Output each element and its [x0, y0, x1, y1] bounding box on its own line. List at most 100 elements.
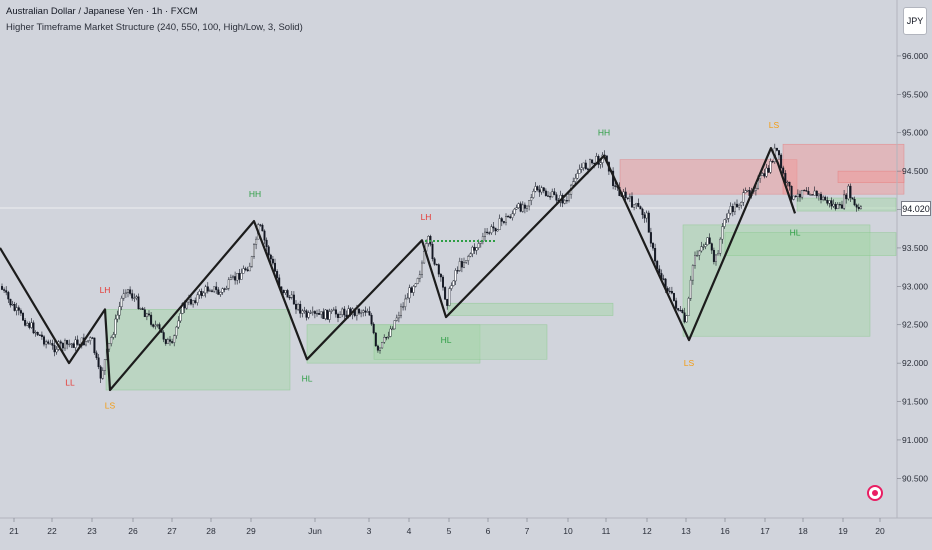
candle-body: [513, 208, 516, 215]
candle-body: [267, 246, 270, 256]
candle-body: [387, 336, 390, 338]
candle-body: [475, 247, 478, 251]
zone-bull: [724, 232, 897, 256]
candle-body: [843, 194, 846, 209]
candle-body: [129, 289, 132, 294]
candle-body: [322, 311, 325, 319]
zone-bear: [782, 143, 905, 195]
candle-body: [725, 218, 728, 221]
candle-body: [187, 299, 190, 303]
candle-body: [635, 203, 638, 206]
candle-body: [223, 288, 226, 290]
candle-body: [652, 243, 655, 249]
candle-body: [662, 278, 665, 280]
candle-body: [13, 304, 16, 311]
candle-body: [452, 280, 455, 286]
candle-body: [26, 322, 29, 326]
time-tick-label: 27: [167, 526, 177, 536]
time-tick-label: 7: [525, 526, 530, 536]
candle-body: [364, 310, 367, 313]
candle-body: [555, 194, 558, 201]
candle-body: [316, 313, 319, 315]
candle-body: [381, 342, 384, 349]
candle-body: [38, 334, 41, 336]
candle-body: [494, 227, 497, 232]
candle-body: [519, 203, 522, 212]
candle-body: [538, 189, 541, 193]
goto-realtime-icon[interactable]: [867, 485, 883, 501]
candle-body: [410, 287, 413, 293]
currency-selector-button[interactable]: JPY: [903, 7, 927, 35]
candle-body: [139, 308, 142, 310]
zone-bull: [105, 309, 291, 391]
candle-body: [166, 339, 169, 344]
structure-layer: [0, 147, 797, 392]
candle-body: [790, 185, 793, 200]
candle-body: [431, 244, 434, 260]
zone-bull: [373, 324, 548, 360]
candle-body: [412, 286, 415, 293]
candle-body: [320, 311, 323, 315]
candle-body: [276, 271, 279, 279]
candle-body: [19, 310, 22, 314]
candle-body: [208, 290, 211, 292]
candle-body: [379, 347, 382, 351]
candle-body: [63, 340, 66, 349]
time-tick-label: 22: [47, 526, 57, 536]
candle-body: [813, 190, 816, 196]
candle-body: [786, 181, 789, 184]
candle-body: [767, 167, 770, 173]
candle-body: [710, 243, 713, 251]
indicator-legend[interactable]: Higher Timeframe Market Structure (240, …: [6, 22, 303, 33]
candle-body: [265, 239, 268, 247]
candle-body: [362, 310, 365, 313]
candle-body: [376, 345, 379, 351]
time-tick-label: 13: [681, 526, 691, 536]
candle-body: [225, 288, 228, 290]
candle-body: [496, 229, 499, 232]
candle-body: [727, 212, 730, 219]
candle-body: [547, 195, 550, 197]
candle-body: [259, 224, 262, 226]
candle-body: [809, 194, 812, 196]
candle-body: [746, 190, 749, 192]
candle-body: [817, 193, 820, 197]
candle-body: [372, 323, 375, 334]
candle-body: [72, 343, 75, 348]
zone-bull: [447, 302, 614, 316]
candle-body: [301, 310, 304, 314]
candle-body: [778, 150, 781, 156]
candle-body: [549, 196, 552, 198]
candle-body: [702, 246, 705, 248]
candle-body: [313, 311, 316, 314]
candle-body: [780, 154, 783, 169]
candle-body: [736, 203, 739, 208]
candle-body: [358, 308, 361, 314]
candle-body: [517, 203, 520, 208]
candle-body: [30, 322, 33, 328]
price-axis[interactable]: 96.00095.50095.00094.50094.00093.50093.0…: [897, 51, 928, 483]
candle-body: [404, 298, 407, 307]
candle-body: [345, 314, 348, 318]
candle-body: [421, 262, 424, 275]
candle-body: [771, 161, 774, 163]
candle-body: [853, 199, 856, 206]
candle-body: [847, 185, 850, 200]
candle-body: [433, 258, 436, 265]
candle-body: [110, 337, 113, 344]
candle-body: [435, 264, 438, 266]
candle-body: [834, 203, 837, 210]
candle-body: [576, 173, 579, 179]
candle-body: [471, 246, 474, 255]
candle-body: [248, 266, 251, 272]
candle-body: [196, 294, 199, 303]
candle-body: [284, 290, 287, 293]
candle-body: [744, 190, 747, 193]
candle-body: [210, 290, 213, 292]
candle-body: [318, 313, 321, 315]
candle-body: [507, 216, 510, 218]
time-axis[interactable]: 21 22 23 26 27 28 29 Jun 3 4 5 6 7 10 11 12 13 16 17 18 19 20: [9, 518, 885, 536]
candle-body: [339, 314, 342, 318]
candle-body: [89, 337, 92, 341]
